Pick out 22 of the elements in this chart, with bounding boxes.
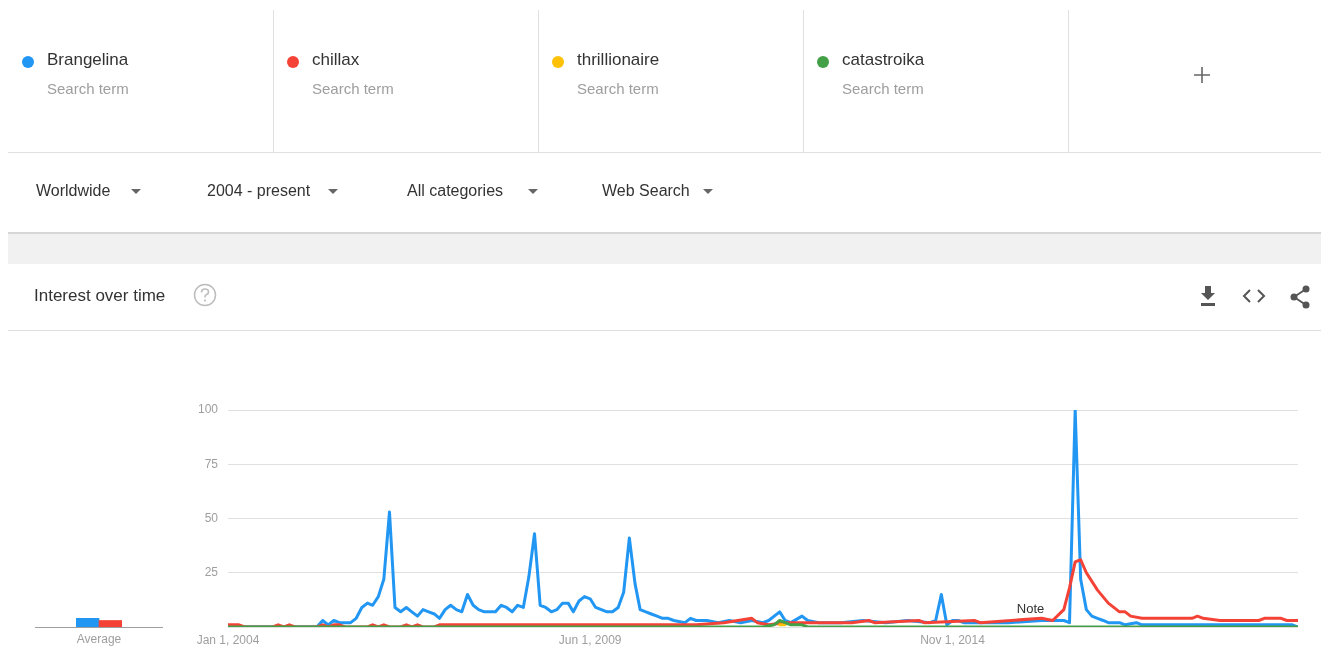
legend-label: chillax (312, 50, 360, 70)
y-tick-label: 100 (197, 402, 219, 417)
text: Search term (577, 80, 659, 97)
x-tick-label: Jan 1, 2004 (196, 632, 260, 647)
x-tick-label: Jun 1, 2009 (558, 632, 622, 647)
text: Search term (842, 80, 924, 97)
chart-title: Interest over time (34, 286, 166, 305)
text: 2004 - present (207, 182, 311, 200)
y-tick-label: 50 (204, 510, 219, 525)
legend-label: thrillionaire (577, 50, 660, 70)
y-tick-label: 25 (204, 565, 219, 580)
legend-label: catastroika (842, 50, 925, 70)
y-tick-label: 75 (204, 456, 219, 471)
legend-label: Brangelina (47, 50, 129, 70)
text: Search term (47, 80, 129, 97)
x-tick-label: Nov 1, 2014 (920, 632, 986, 647)
text: All categories (407, 182, 504, 200)
text: Search term (312, 80, 394, 97)
text: Web Search (602, 182, 690, 200)
x-axis-title: Average (76, 631, 122, 646)
annotation: Note (1016, 601, 1045, 617)
text: Worldwide (36, 182, 111, 200)
